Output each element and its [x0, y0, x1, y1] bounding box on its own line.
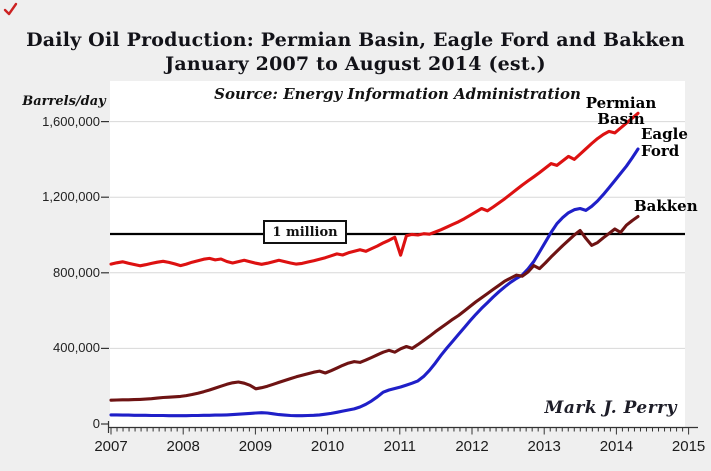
source-note: Source: Energy Information Administratio… [214, 85, 581, 103]
chart-title-line2: January 2007 to August 2014 (est.) [165, 53, 546, 75]
x-tick-label: 2014 [599, 438, 634, 455]
x-tick-label: 2015 [671, 438, 706, 455]
x-tick-label: 2010 [310, 438, 345, 455]
plot-background [110, 81, 685, 427]
series-label-permian: Permian Basin [585, 94, 657, 128]
chart-title-line1: Daily Oil Production: Permian Basin, Eag… [26, 29, 685, 51]
series-label-bakken: Bakken [634, 197, 698, 215]
series-line-bakken [109, 214, 640, 402]
y-tick-label: 400,000 [53, 340, 100, 356]
x-tick-label: 2011 [383, 438, 416, 455]
y-tick-label: 1,600,000 [42, 113, 100, 129]
y-tick-label: 800,000 [53, 264, 100, 280]
author-signature: Mark J. Perry [544, 398, 677, 418]
series-label-eagle-line1: Eagle [641, 125, 688, 143]
x-tick-label: 2008 [166, 438, 200, 455]
y-tick-label: 0 [92, 416, 100, 431]
x-tick-label: 2013 [527, 438, 561, 455]
y-tick-label: 1,200,000 [42, 189, 100, 205]
y-axis-unit-label: Barrels/day [22, 94, 106, 109]
corner-mark [3, 2, 18, 16]
series-line-eagle_ford [109, 147, 640, 418]
x-tick-label: 2012 [455, 438, 489, 455]
series-line-permian [109, 111, 640, 268]
series-label-eagle-line2: Ford [641, 142, 680, 160]
x-tick-label: 2009 [238, 438, 273, 455]
x-tick-label: 2007 [94, 438, 128, 455]
one-million-annotation: 1 million [263, 220, 347, 244]
